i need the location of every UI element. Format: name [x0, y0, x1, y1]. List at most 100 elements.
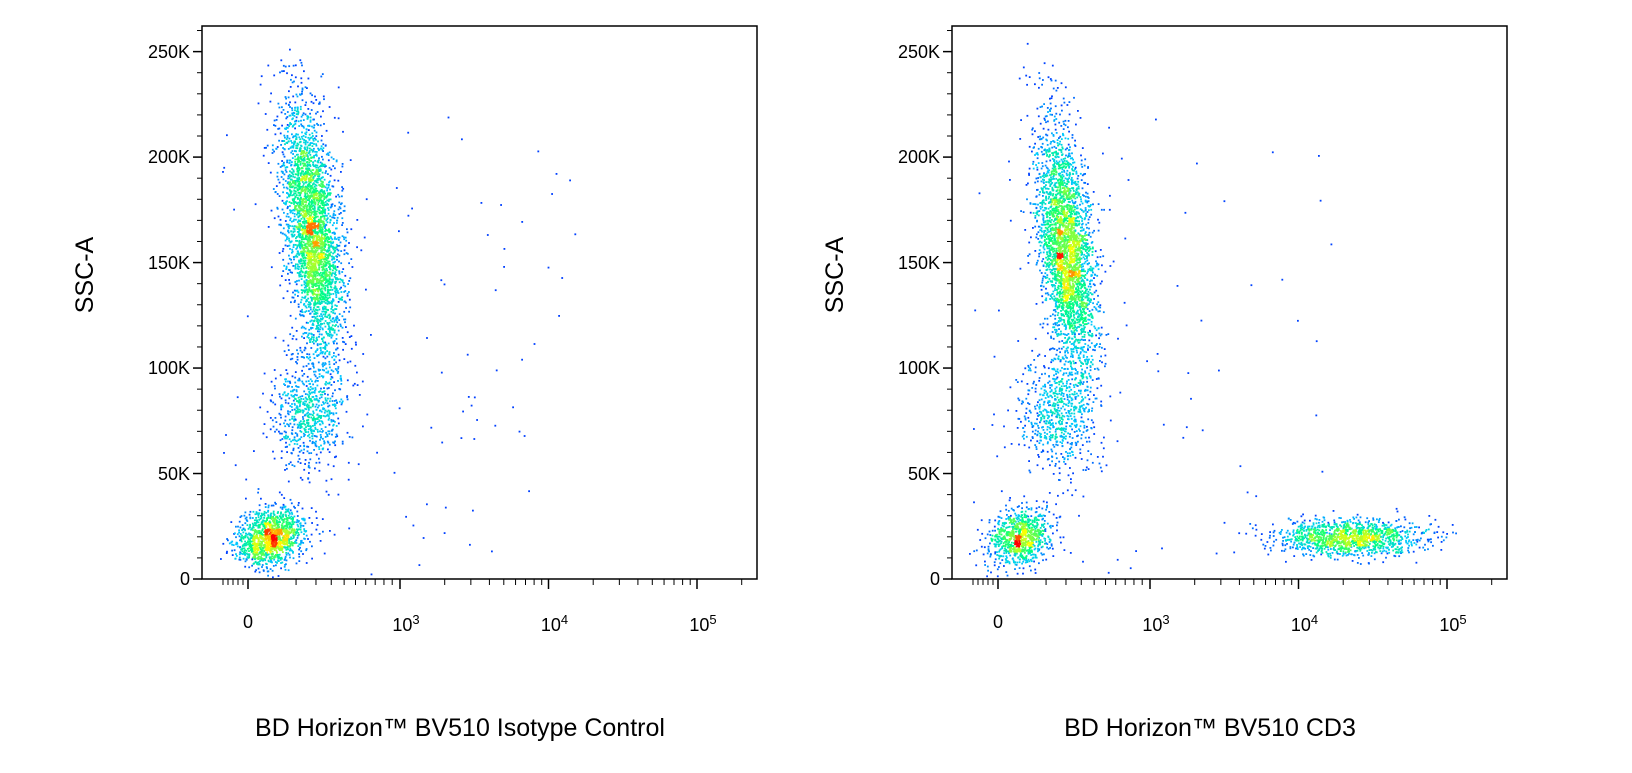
data-point [288, 137, 291, 140]
data-point [279, 218, 282, 221]
data-point [305, 380, 308, 383]
data-point [310, 319, 313, 322]
data-point [274, 530, 277, 533]
data-point [315, 187, 317, 190]
data-point [324, 307, 327, 310]
data-point [322, 277, 325, 280]
data-point [266, 570, 269, 573]
data-point [310, 217, 313, 220]
data-point [297, 521, 299, 523]
data-point [286, 213, 289, 215]
data-point [282, 393, 284, 396]
data-point [296, 510, 299, 513]
data-point [288, 125, 290, 128]
data-point [309, 195, 311, 198]
data-point [288, 254, 290, 257]
data-point [308, 391, 311, 393]
data-point [335, 324, 337, 326]
data-point [257, 542, 259, 545]
data-point [321, 163, 324, 166]
data-point [245, 542, 247, 545]
data-point [328, 275, 331, 278]
data-point [273, 524, 276, 527]
data-point [318, 315, 321, 317]
data-point [332, 165, 335, 167]
data-point [294, 267, 297, 270]
data-point [277, 554, 279, 556]
data-point [289, 498, 292, 501]
data-point [293, 388, 296, 391]
data-point [279, 549, 282, 551]
data-point [284, 557, 287, 560]
data-point [341, 186, 343, 188]
data-point [329, 188, 331, 191]
data-point [328, 292, 331, 295]
data-point [283, 173, 286, 176]
data-point [247, 543, 249, 546]
data-point [281, 275, 283, 277]
data-point [324, 278, 327, 280]
data-point [305, 310, 308, 312]
data-point [314, 251, 316, 253]
data-point [316, 178, 319, 180]
data-point [316, 377, 319, 379]
data-point [324, 208, 326, 211]
data-point [302, 382, 304, 385]
data-point [256, 561, 259, 564]
data-point [321, 243, 324, 246]
data-point [306, 242, 309, 245]
data-point [303, 528, 306, 530]
data-point [310, 233, 312, 236]
data-point [269, 524, 272, 527]
data-point [328, 410, 331, 413]
data-point [307, 421, 310, 424]
data-point [286, 127, 289, 129]
data-point [271, 541, 274, 544]
data-point [282, 297, 285, 300]
data-point [344, 285, 347, 288]
data-point [289, 516, 291, 519]
data-point [291, 390, 294, 393]
data-point [340, 379, 343, 382]
data-point [298, 543, 301, 546]
data-point [231, 549, 233, 552]
data-point [334, 420, 336, 423]
data-point [326, 303, 329, 305]
data-point [284, 378, 286, 381]
data-point [336, 321, 339, 324]
data-point [302, 226, 304, 228]
data-point [278, 412, 281, 415]
data-point [265, 526, 268, 528]
data-point [327, 371, 329, 374]
data-point [339, 278, 342, 280]
data-point [319, 369, 321, 371]
data-point [351, 436, 354, 439]
data-point [312, 238, 315, 240]
data-point [298, 184, 301, 186]
data-point [304, 192, 307, 195]
data-point [298, 178, 300, 181]
data-point [333, 359, 336, 361]
data-point [328, 266, 330, 268]
data-point [302, 418, 305, 420]
data-point [265, 146, 267, 149]
data-point [332, 293, 335, 295]
data-point [298, 185, 301, 188]
data-point [307, 259, 310, 261]
data-point [298, 272, 301, 275]
data-point [327, 154, 330, 156]
data-point [277, 102, 280, 105]
data-point [317, 159, 320, 161]
data-point [315, 297, 317, 299]
data-point [338, 206, 341, 208]
data-point [294, 207, 296, 209]
data-point [309, 120, 312, 123]
data-point [311, 403, 314, 406]
data-point [312, 334, 315, 336]
data-point [258, 552, 261, 555]
data-point [286, 372, 289, 375]
data-point [329, 180, 331, 183]
data-point [314, 418, 316, 421]
data-point [268, 520, 271, 523]
data-point [322, 183, 324, 186]
